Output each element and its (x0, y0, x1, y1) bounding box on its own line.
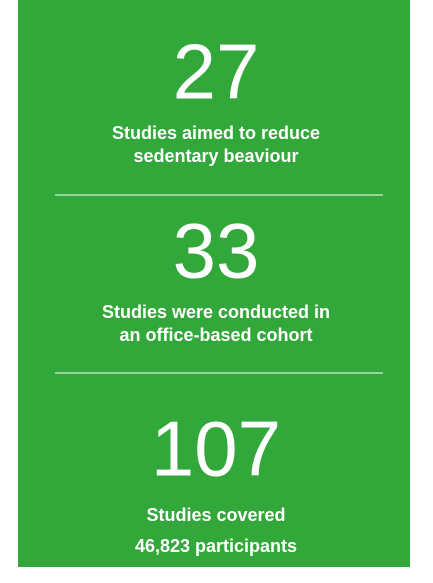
stat-description: an office-based cohort (119, 325, 312, 345)
stat-description: Studies were conducted in (102, 302, 330, 322)
stat-number: 27 (173, 28, 260, 116)
stat-description: sedentary beaviour (133, 146, 298, 166)
panel (18, 0, 410, 567)
stat-description: Studies covered (146, 505, 285, 525)
stat-description: 46,823 participants (135, 536, 297, 556)
stat-number: 107 (151, 405, 281, 493)
stat-number: 33 (173, 207, 260, 295)
stat-description: Studies aimed to reduce (112, 123, 320, 143)
